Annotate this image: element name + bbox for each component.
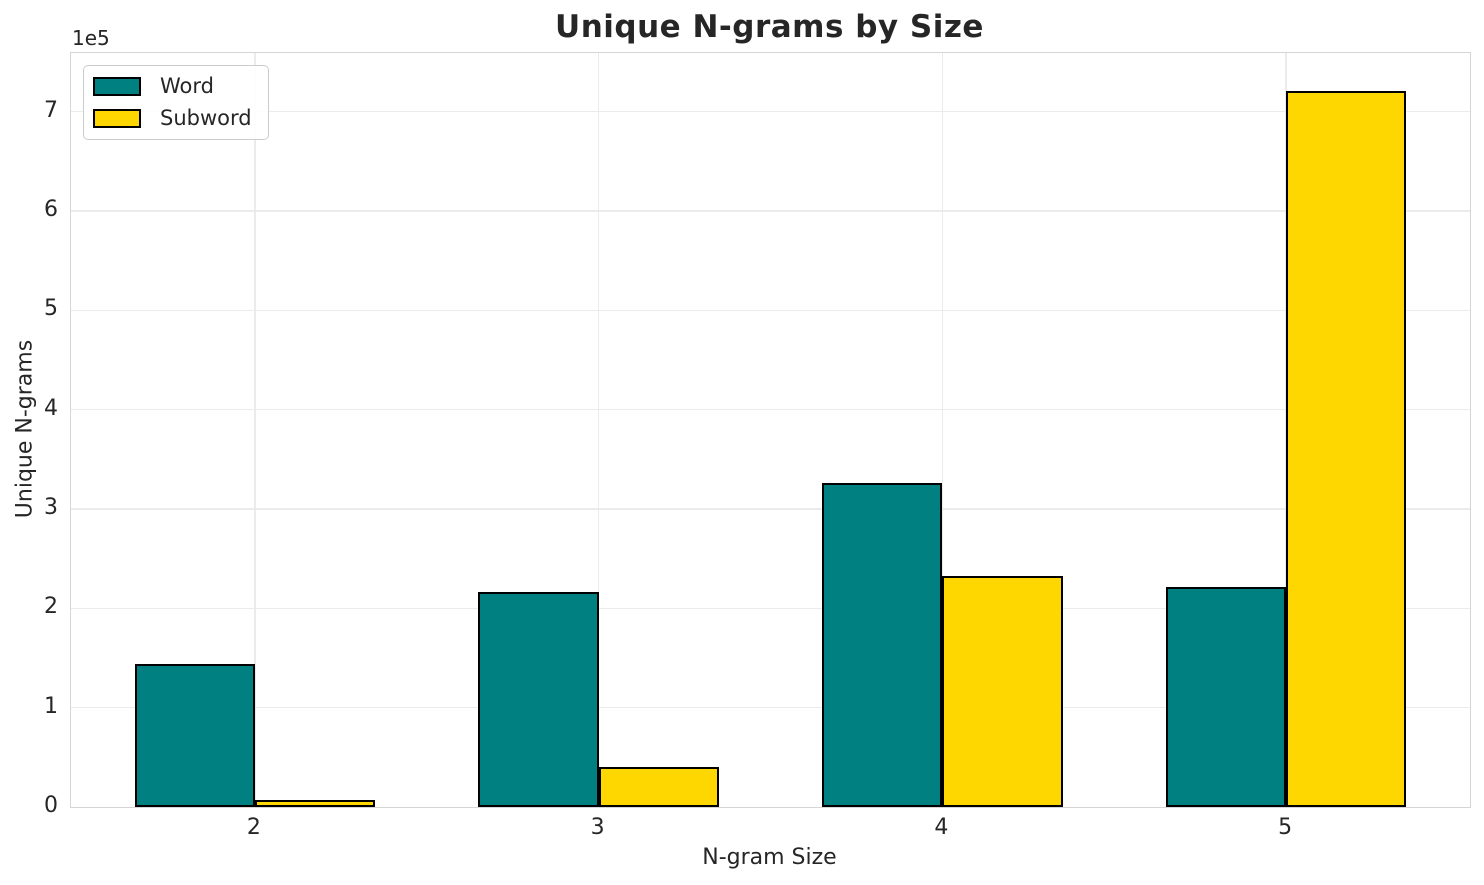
word-bar: [478, 592, 599, 807]
y-tick-label: 2: [44, 594, 58, 620]
y-tick-label: 6: [44, 196, 58, 222]
legend-label-word: Word: [160, 74, 214, 98]
subword-bar: [1286, 90, 1407, 807]
x-tick-label: 3: [590, 815, 605, 840]
chart-title: Unique N-grams by Size: [555, 9, 984, 45]
legend-label-subword: Subword: [160, 106, 252, 131]
word-series-swatch: [93, 77, 141, 97]
word-bar: [822, 483, 943, 807]
y-tick-label: 1: [44, 693, 58, 719]
y-axis-label: Unique N-grams: [12, 339, 38, 519]
x-tick-label: 4: [934, 815, 949, 840]
x-gridline: [597, 53, 600, 807]
y-gridline: [71, 508, 1470, 510]
legend-entry-word: Word: [93, 74, 252, 98]
legend: Word Subword: [83, 65, 269, 141]
y-gridline: [71, 309, 1470, 312]
subword-bar: [942, 575, 1063, 807]
y-gridline: [71, 706, 1470, 709]
x-gridline: [254, 53, 256, 807]
legend-entry-subword: Subword: [93, 106, 252, 131]
word-bar: [1165, 587, 1287, 807]
x-axis-label: N-gram Size: [702, 845, 837, 870]
word-bar: [134, 663, 255, 807]
y-axis-offset-label: 1e5: [72, 26, 110, 50]
y-gridline: [71, 408, 1470, 411]
y-gridline: [71, 210, 1470, 212]
y-tick-label: 7: [44, 97, 58, 123]
x-gridline: [941, 53, 944, 807]
subword-bar: [598, 767, 719, 807]
y-tick-label: 4: [44, 395, 58, 421]
x-tick-label: 5: [1278, 815, 1293, 840]
subword-series-swatch: [93, 109, 141, 129]
y-tick-label: 5: [44, 296, 58, 322]
y-gridline: [71, 110, 1470, 113]
y-tick-label: 0: [44, 793, 58, 818]
plot-area: Word Subword: [70, 52, 1471, 808]
subword-bar: [254, 800, 376, 807]
x-tick-label: 2: [246, 815, 261, 840]
y-gridline: [71, 607, 1470, 610]
y-tick-label: 3: [44, 494, 58, 520]
